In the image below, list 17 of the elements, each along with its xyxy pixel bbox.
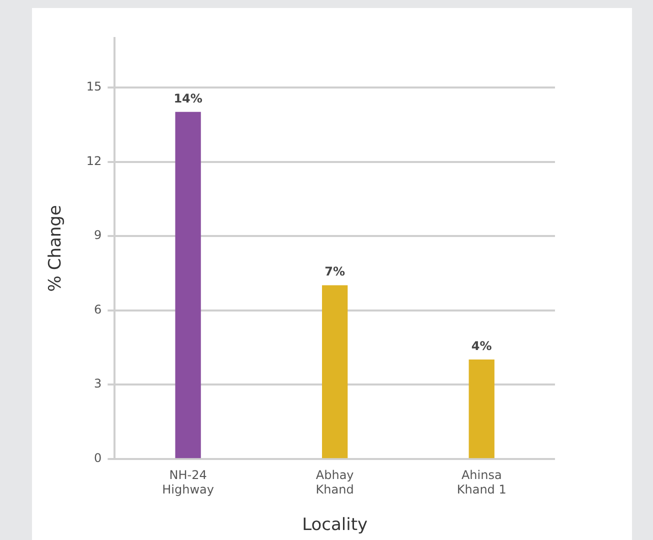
y-tick-label: 15 bbox=[86, 80, 102, 94]
x-tick-label: NH-24 Highway bbox=[162, 468, 214, 497]
bar bbox=[468, 359, 494, 458]
bar bbox=[322, 285, 348, 458]
bar bbox=[175, 112, 201, 458]
x-axis-title: Locality bbox=[302, 515, 368, 536]
y-tick-label: 0 bbox=[94, 450, 102, 465]
x-tick-label: Ahinsa Khand 1 bbox=[456, 468, 506, 497]
x-tick-label: Abhay Khand bbox=[316, 468, 354, 497]
y-tick-label: 12 bbox=[86, 154, 102, 168]
y-tick-label: 3 bbox=[94, 376, 102, 391]
data-label: 14% bbox=[174, 91, 202, 106]
data-label: 4% bbox=[471, 338, 492, 353]
y-tick-label: 6 bbox=[94, 302, 102, 316]
y-axis-title: % Change bbox=[46, 205, 66, 292]
y-tick-label: 9 bbox=[94, 228, 102, 242]
data-label: 7% bbox=[324, 264, 346, 279]
